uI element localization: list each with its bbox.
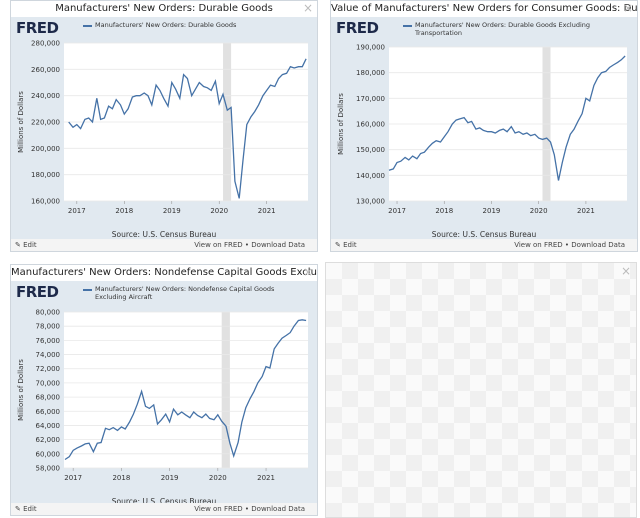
panel-footer: ✎ Edit View on FRED • Download Data xyxy=(331,239,637,251)
x-tick-label: 2020 xyxy=(210,207,228,215)
y-tick-label: 58,000 xyxy=(36,465,61,473)
y-tick-label: 160,000 xyxy=(356,121,385,129)
panel-footer: ✎ Edit View on FRED • Download Data xyxy=(11,239,317,251)
view-link[interactable]: View on FRED xyxy=(194,505,243,513)
recession-shade xyxy=(221,312,230,468)
empty-panel: × xyxy=(325,262,637,518)
chart-panel: Value of Manufacturers' New Orders for C… xyxy=(330,0,638,252)
y-tick-label: 180,000 xyxy=(356,69,385,77)
y-tick-label: 78,000 xyxy=(36,323,61,331)
close-icon[interactable]: × xyxy=(620,264,631,278)
y-tick-label: 130,000 xyxy=(356,198,385,206)
footer-links: View on FRED • Download Data xyxy=(194,241,305,249)
legend-swatch xyxy=(403,25,412,27)
x-tick-label: 2017 xyxy=(388,207,406,215)
x-tick-label: 2020 xyxy=(530,207,548,215)
y-tick-label: 76,000 xyxy=(36,337,61,345)
y-tick-label: 160,000 xyxy=(31,198,60,206)
x-tick-label: 2019 xyxy=(483,207,501,215)
edit-text[interactable]: Edit xyxy=(23,505,37,513)
y-axis-label: Millions of Dollars xyxy=(337,93,345,155)
source-note: Source: U.S. Census Bureau xyxy=(111,230,217,239)
x-tick-label: 2018 xyxy=(112,474,130,482)
y-tick-label: 64,000 xyxy=(36,422,61,430)
x-tick-label: 2018 xyxy=(115,207,133,215)
edit-link[interactable]: ✎ Edit xyxy=(15,505,37,513)
x-tick-label: 2019 xyxy=(161,474,179,482)
edit-link[interactable]: ✎ Edit xyxy=(15,241,37,249)
download-link[interactable]: Download Data xyxy=(251,241,305,249)
x-tick-label: 2021 xyxy=(258,207,276,215)
x-tick-label: 2017 xyxy=(64,474,82,482)
y-tick-label: 66,000 xyxy=(36,408,61,416)
download-link[interactable]: Download Data xyxy=(571,241,625,249)
footer-links: View on FRED • Download Data xyxy=(514,241,625,249)
close-icon[interactable]: × xyxy=(622,1,633,15)
panel-footer: ✎ Edit View on FRED • Download Data xyxy=(11,503,317,515)
y-axis-label: Millions of Dollars xyxy=(17,91,25,153)
view-link[interactable]: View on FRED xyxy=(194,241,243,249)
plot: 160,000 180,000 200,000 220,000 240,000 260,0… xyxy=(17,40,308,215)
source-note: Source: U.S. Census Bureau xyxy=(111,497,217,506)
edit-text[interactable]: Edit xyxy=(23,241,37,249)
fred-logo: FRED xyxy=(16,19,59,37)
data-line xyxy=(68,58,307,199)
y-tick-label: 280,000 xyxy=(31,40,60,48)
fred-logo: FRED xyxy=(336,19,379,37)
x-tick-label: 2021 xyxy=(577,207,595,215)
y-tick-label: 170,000 xyxy=(356,95,385,103)
x-tick-label: 2020 xyxy=(209,474,227,482)
legend-swatch xyxy=(83,25,92,27)
footer-links: View on FRED • Download Data xyxy=(194,505,305,513)
y-tick-label: 62,000 xyxy=(36,436,61,444)
legend-swatch xyxy=(83,289,92,291)
panel-title: Value of Manufacturers' New Orders for C… xyxy=(331,1,637,17)
chart-panel: Manufacturers' New Orders: Durable Goods… xyxy=(10,0,318,252)
download-link[interactable]: Download Data xyxy=(251,505,305,513)
y-tick-label: 180,000 xyxy=(31,171,60,179)
view-link[interactable]: View on FRED xyxy=(514,241,563,249)
data-line xyxy=(64,319,307,461)
edit-text[interactable]: Edit xyxy=(343,241,357,249)
y-tick-label: 140,000 xyxy=(356,172,385,180)
y-axis-label: Millions of Dollars xyxy=(17,359,25,421)
y-tick-label: 60,000 xyxy=(36,450,61,458)
plot: 130,000 140,000 150,000 160,000 170,000 180,0… xyxy=(337,44,627,215)
y-tick-label: 220,000 xyxy=(31,119,60,127)
x-tick-label: 2021 xyxy=(257,474,275,482)
y-tick-label: 70,000 xyxy=(36,379,61,387)
y-tick-label: 150,000 xyxy=(356,146,385,154)
y-tick-label: 80,000 xyxy=(36,309,61,317)
legend-entry: Manufacturers' New Orders: Durable Goods xyxy=(83,21,295,29)
source-note: Source: U.S. Census Bureau xyxy=(431,230,537,239)
panel-title: Manufacturers' New Orders: Nondefense Ca… xyxy=(11,265,317,281)
x-tick-label: 2019 xyxy=(163,207,181,215)
plot: 58,000 60,000 62,000 64,000 66,000 68,000 70,0… xyxy=(17,309,308,482)
close-icon[interactable]: × xyxy=(302,1,313,15)
y-tick-label: 240,000 xyxy=(31,92,60,100)
x-tick-label: 2018 xyxy=(435,207,453,215)
chart-panel: Manufacturers' New Orders: Nondefense Ca… xyxy=(10,264,318,516)
legend-entry: Manufacturers' New Orders: Nondefense Ca… xyxy=(83,285,295,301)
y-tick-label: 68,000 xyxy=(36,394,61,402)
y-tick-label: 190,000 xyxy=(356,44,385,52)
panel-title: Manufacturers' New Orders: Durable Goods xyxy=(11,1,317,17)
y-tick-label: 200,000 xyxy=(31,145,60,153)
close-icon[interactable]: × xyxy=(302,265,313,279)
legend-entry: Manufacturers' New Orders: Durable Goods… xyxy=(403,21,615,37)
edit-link[interactable]: ✎ Edit xyxy=(335,241,357,249)
plot-area xyxy=(64,312,308,468)
y-tick-label: 72,000 xyxy=(36,365,61,373)
data-line xyxy=(388,55,626,181)
y-tick-label: 260,000 xyxy=(31,66,60,74)
x-tick-label: 2017 xyxy=(68,207,86,215)
y-tick-label: 74,000 xyxy=(36,351,61,359)
fred-logo: FRED xyxy=(16,283,59,301)
